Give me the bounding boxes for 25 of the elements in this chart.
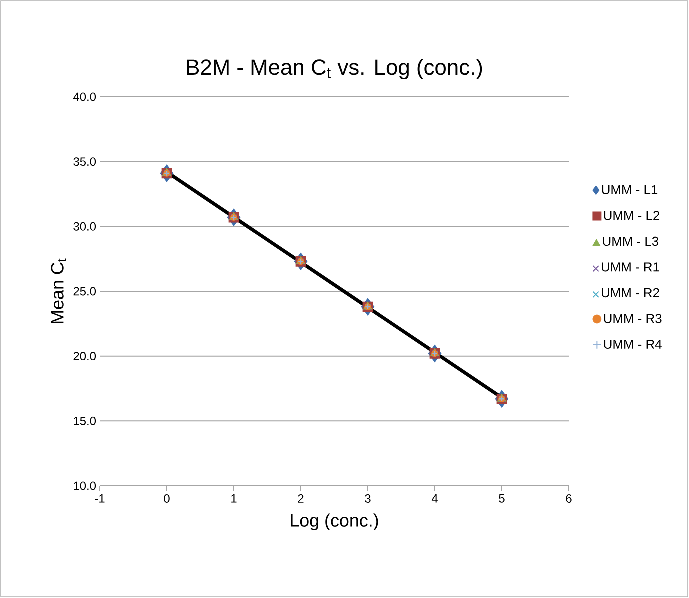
legend-label: UMM - R4 — [604, 340, 662, 350]
y-tick-label: 25.0 — [74, 287, 96, 296]
x-axis-title: Log (conc.) — [291, 514, 378, 531]
legend-label: UMM - R2 — [602, 288, 660, 298]
x-tick-label: 3 — [365, 494, 371, 503]
y-tick-label: 20.0 — [74, 352, 96, 361]
chart-title: B2M - Mean C$_{t}$ vs. Log (conc.) — [187, 59, 482, 80]
x-tick-label: 2 — [298, 494, 304, 503]
x-tick-label: 4 — [432, 494, 438, 503]
x-tick-label: 5 — [499, 494, 505, 503]
y-tick-label: 15.0 — [74, 416, 96, 426]
legend-label: UMM - L3 — [603, 236, 659, 246]
x-tick-label: 0 — [164, 494, 170, 503]
x-tick-label: 6 — [566, 494, 572, 503]
y-tick-label: 35.0 — [74, 158, 96, 166]
y-tick-label: 30.0 — [74, 222, 96, 231]
x-tick-label: -1 — [95, 494, 105, 503]
x-tick-label: 1 — [232, 494, 237, 503]
legend-label: UMM - R1 — [602, 262, 660, 272]
y-tick-label: 10.0 — [74, 482, 96, 490]
y-tick-label: 40.0 — [73, 92, 96, 102]
legend-label: UMM - L1 — [602, 185, 658, 195]
legend-label: UMM - L2 — [604, 211, 660, 220]
legend-label: UMM - R3 — [604, 314, 662, 324]
y-axis-title: Mean C$_{t}$ — [51, 258, 66, 324]
